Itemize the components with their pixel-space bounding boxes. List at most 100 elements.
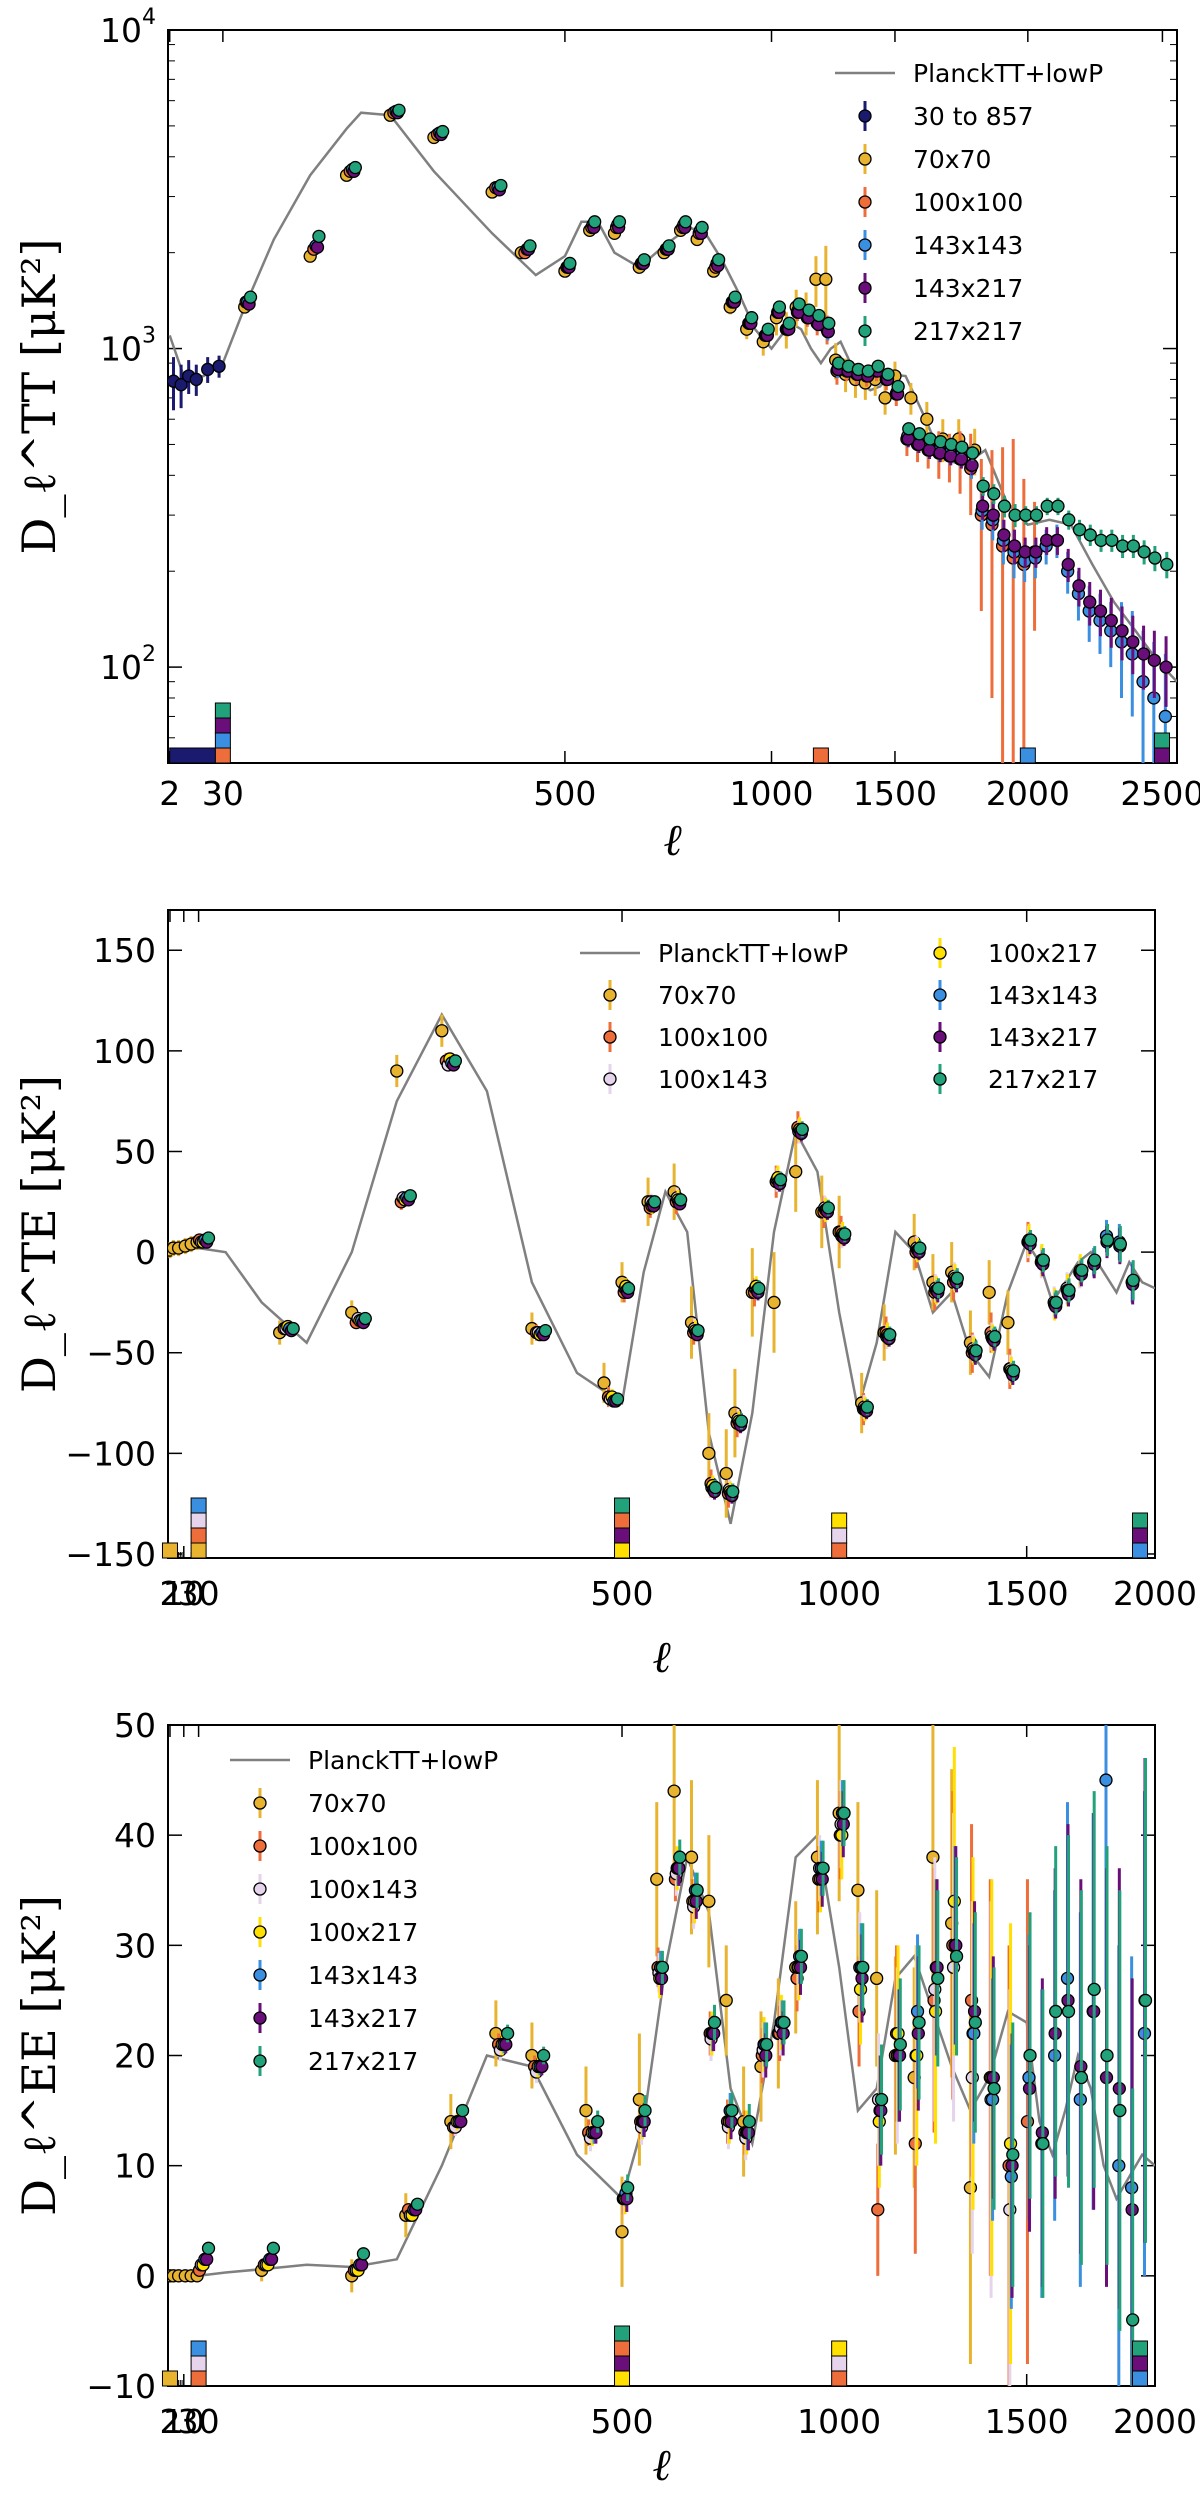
data-point xyxy=(1083,528,1097,542)
bin-marker xyxy=(190,2340,207,2357)
data-point xyxy=(954,452,969,466)
data-point xyxy=(893,2037,907,2052)
bin-marker xyxy=(831,2355,848,2372)
legend-label: 70x70 xyxy=(913,145,991,174)
data-point xyxy=(355,2258,369,2272)
data-point xyxy=(1105,533,1119,547)
data-point xyxy=(871,2203,885,2217)
legend-marker xyxy=(858,152,872,166)
series-143x217 xyxy=(242,106,1173,707)
x-tick-label: 1000 xyxy=(797,1574,881,1613)
legend-label: PlanckTT+lowP xyxy=(308,1746,498,1775)
legend: PlanckTT+lowP 30 to 857 70x70 100x100 143x14… xyxy=(835,59,1103,346)
legend-label: 217x217 xyxy=(913,317,1023,346)
legend-label: 143x217 xyxy=(308,2004,418,2033)
data-point xyxy=(1075,1263,1089,1277)
data-point xyxy=(1115,624,1129,638)
y-axis-label: D_ℓ^TT [μK²] xyxy=(12,239,66,555)
model-curve xyxy=(168,111,1177,683)
data-point xyxy=(435,1024,449,1038)
data-point xyxy=(871,359,885,373)
data-point xyxy=(725,2103,739,2118)
data-point xyxy=(1062,513,1076,527)
data-point xyxy=(348,160,362,175)
x-tick-label: 2500 xyxy=(1120,774,1200,813)
y-tick-label: 10 xyxy=(114,2147,156,2186)
bin-marker xyxy=(1132,1542,1148,1559)
data-point xyxy=(189,372,203,387)
x-tick-label: 10 xyxy=(163,2402,205,2441)
data-point xyxy=(266,2241,281,2255)
x-axis-label: ℓ xyxy=(663,815,682,866)
data-point xyxy=(435,124,450,139)
x-tick-label: 10 xyxy=(163,1574,205,1613)
legend-label: 217x217 xyxy=(988,1065,1098,1094)
legend-label: PlanckTT+lowP xyxy=(913,59,1103,88)
legend-marker xyxy=(933,1030,947,1044)
y-axis-label: D_ℓ^EE [μK²] xyxy=(12,1895,66,2216)
bin-marker xyxy=(614,1542,631,1559)
x-tick-label: 500 xyxy=(591,2402,654,2441)
series-70x70 xyxy=(168,1725,978,2364)
plot-area xyxy=(168,1725,1155,2386)
data-point xyxy=(637,253,651,267)
bin-marker xyxy=(214,732,231,749)
data-point xyxy=(719,1466,733,1481)
bin-marker xyxy=(831,1512,848,1529)
data-point xyxy=(499,2037,513,2052)
y-tick-label: −100 xyxy=(65,1434,156,1473)
data-point xyxy=(988,1329,1002,1344)
data-point xyxy=(1020,2114,1035,2129)
bin-marker xyxy=(831,1542,848,1559)
data-point xyxy=(968,2015,982,2030)
data-point xyxy=(621,2181,635,2195)
legend-marker xyxy=(933,1072,947,1086)
data-point xyxy=(538,1323,553,1338)
data-point xyxy=(1029,508,1044,522)
data-point xyxy=(1099,1773,1113,1787)
x-tick-label: 1500 xyxy=(985,1574,1069,1613)
data-point xyxy=(912,427,927,441)
data-point xyxy=(976,479,990,493)
series-217x217 xyxy=(201,1758,1153,2386)
legend: PlanckTT+lowP 70x70 100x100 100x143 100x217 1… xyxy=(580,938,1098,1094)
data-point xyxy=(201,2241,216,2255)
data-point xyxy=(1023,1233,1038,1247)
bin-marker xyxy=(214,717,231,734)
data-point xyxy=(902,422,916,436)
data-point xyxy=(874,2092,889,2107)
legend-marker xyxy=(253,1968,267,1982)
bin-marker xyxy=(190,1542,207,1559)
legend-label: 143x217 xyxy=(988,1023,1098,1052)
bin-marker xyxy=(1132,2355,1148,2372)
legend-marker xyxy=(858,109,872,123)
x-tick-label: 2 xyxy=(159,774,180,813)
series-143x217 xyxy=(200,1058,1140,1504)
data-point xyxy=(795,1122,809,1137)
legend-label: PlanckTT+lowP xyxy=(658,939,848,968)
data-point xyxy=(591,2114,605,2129)
y-axis-label: D_ℓ^TE [μK²] xyxy=(12,1075,66,1393)
data-point xyxy=(358,1311,372,1326)
data-point xyxy=(392,103,406,117)
legend-label: 143x143 xyxy=(913,231,1023,260)
data-point xyxy=(621,1281,636,1295)
legend-marker xyxy=(858,195,872,209)
legend-label: 143x143 xyxy=(308,1961,418,1990)
data-point xyxy=(1104,613,1118,628)
data-point xyxy=(870,1971,884,1986)
data-point xyxy=(673,1850,687,1864)
data-point xyxy=(403,1189,417,1203)
plot-area xyxy=(168,103,1177,763)
bin-marker xyxy=(831,2370,848,2387)
bin-marker xyxy=(190,1497,207,1514)
x-tick-label: 30 xyxy=(178,2402,220,2441)
legend-marker xyxy=(253,2011,267,2025)
series-217x217 xyxy=(201,1054,1140,1500)
data-point xyxy=(1126,539,1141,553)
data-point xyxy=(759,2037,774,2052)
data-point xyxy=(997,499,1012,513)
legend-label: 143x143 xyxy=(988,981,1098,1010)
x-tick-label: 1000 xyxy=(730,774,814,813)
